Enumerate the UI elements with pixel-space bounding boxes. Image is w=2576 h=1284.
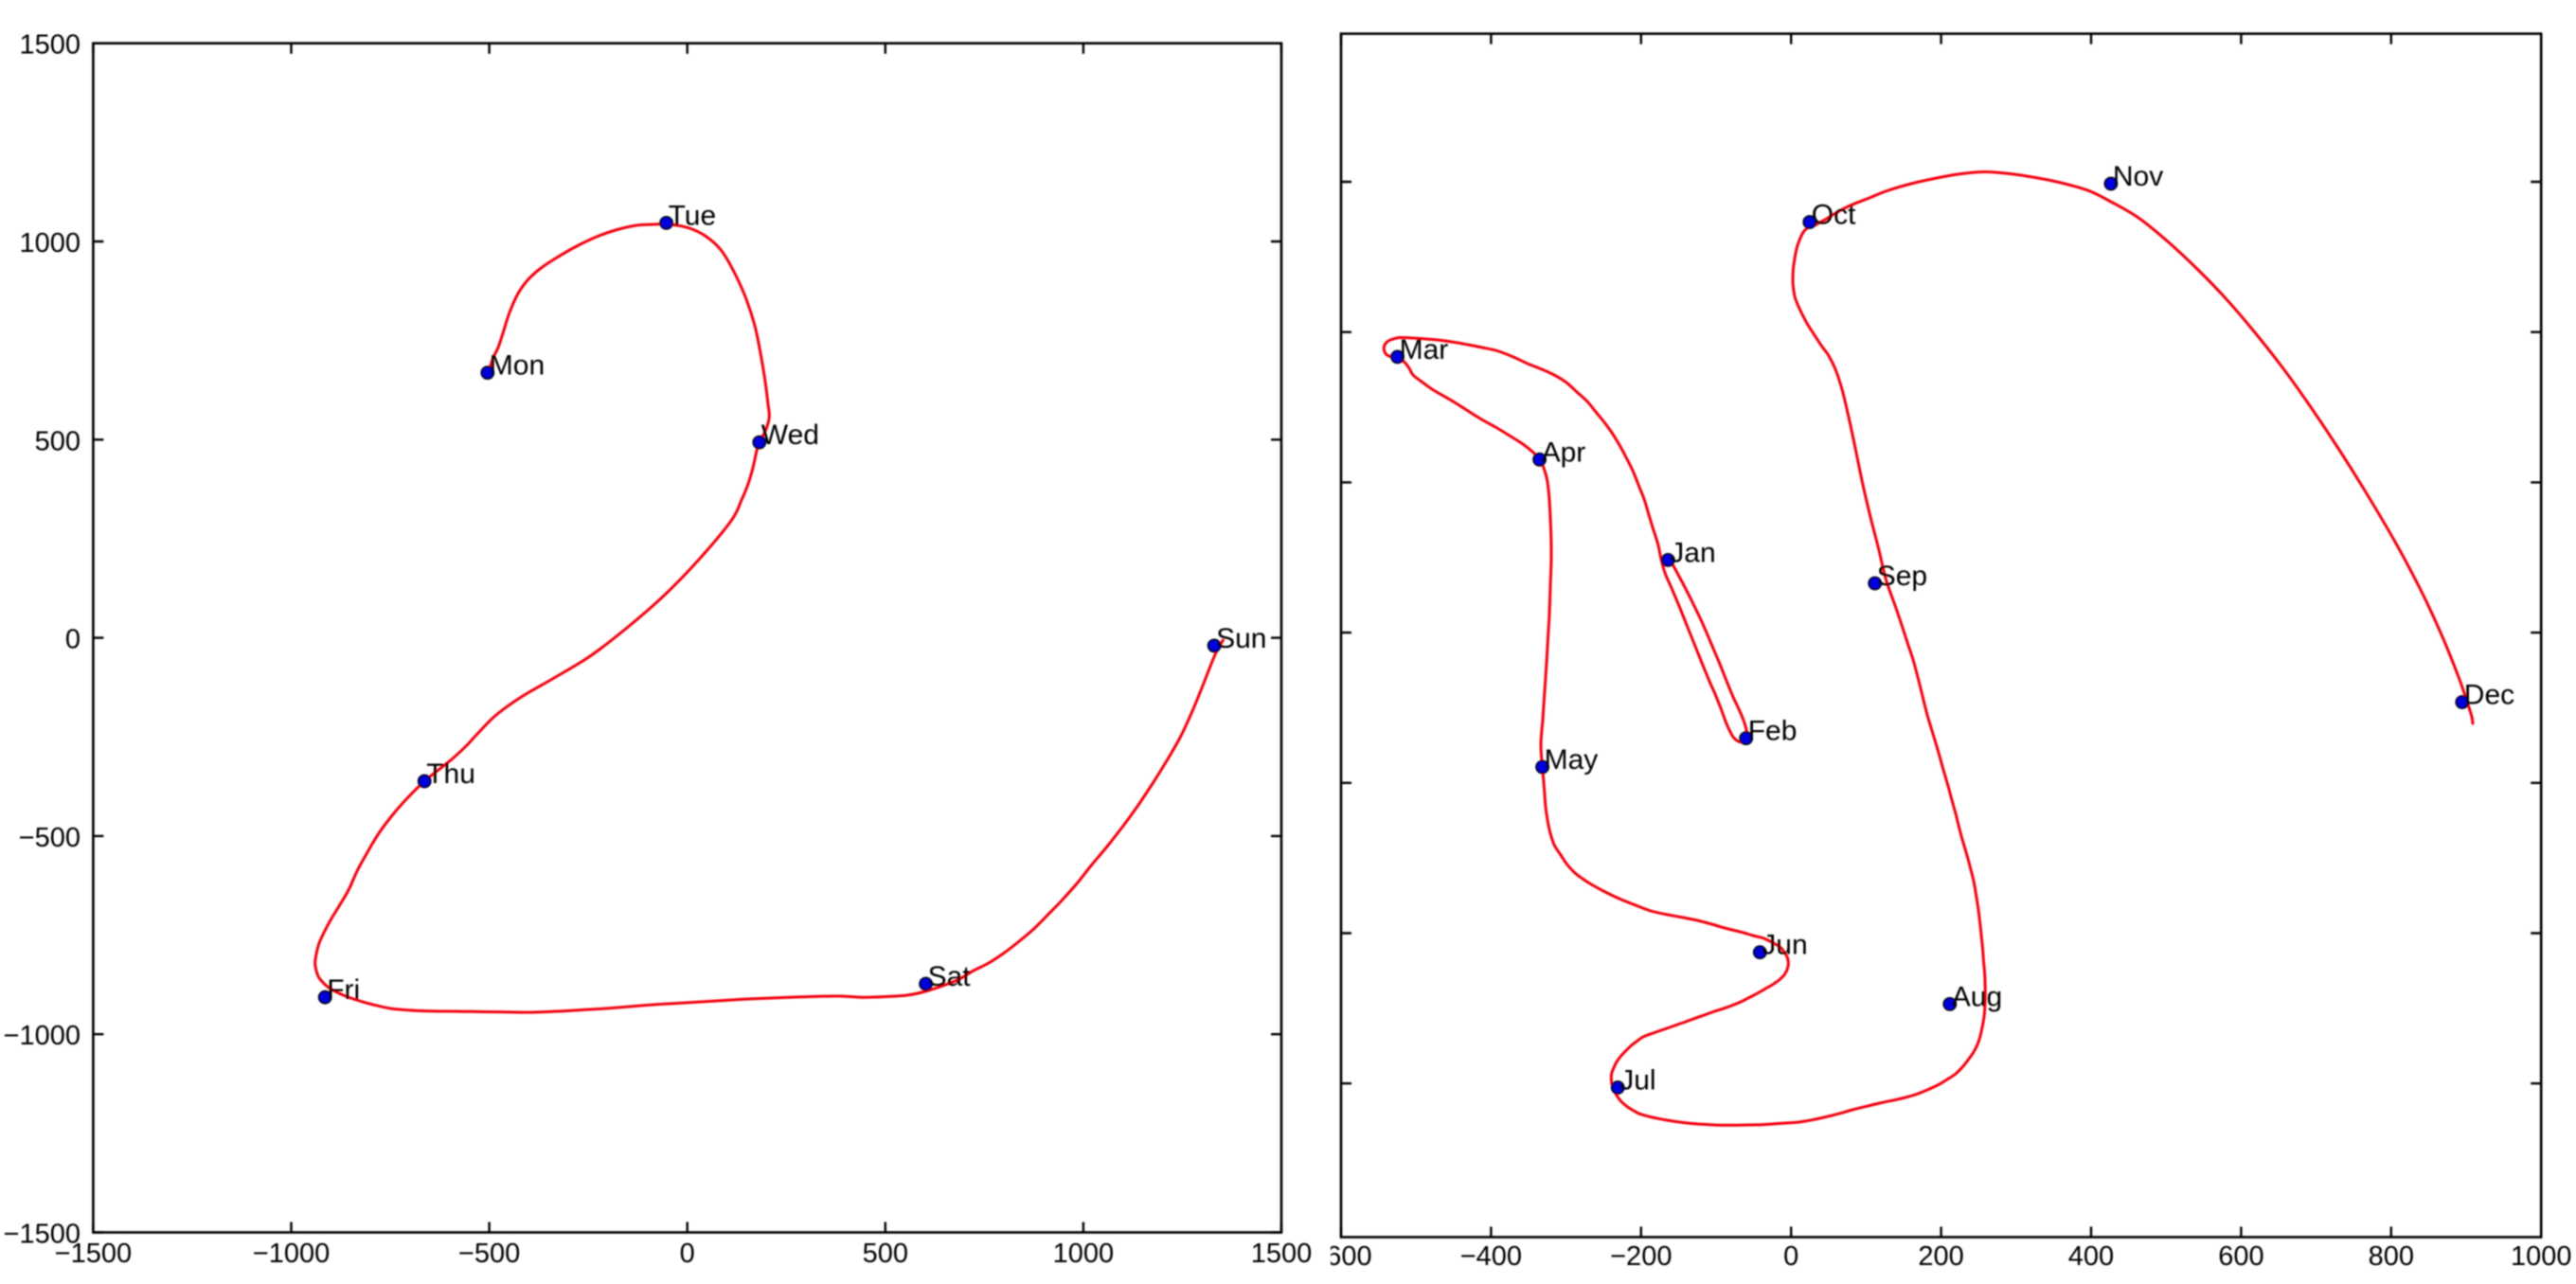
svg-text:Jan: Jan [1670, 537, 1715, 568]
svg-text:400: 400 [2068, 1241, 2114, 1272]
svg-text:May: May [1545, 744, 1599, 776]
svg-text:600: 600 [2218, 1241, 2263, 1272]
svg-text:Dec: Dec [2464, 680, 2514, 711]
svg-text:Wed: Wed [761, 419, 819, 451]
svg-text:−1000: −1000 [4, 1021, 80, 1051]
svg-text:500: 500 [863, 1239, 908, 1269]
svg-text:Oct: Oct [1812, 200, 1856, 231]
svg-text:Aug: Aug [1952, 981, 2002, 1012]
svg-text:1000: 1000 [1053, 1239, 1115, 1269]
svg-text:1000: 1000 [2511, 1241, 2572, 1272]
svg-text:1000: 1000 [19, 228, 80, 259]
svg-text:−500: −500 [19, 823, 80, 853]
svg-text:Feb: Feb [1748, 716, 1798, 747]
svg-text:200: 200 [1918, 1241, 1963, 1272]
svg-text:800: 800 [2369, 1241, 2414, 1272]
svg-text:0: 0 [680, 1239, 695, 1269]
svg-text:−400: −400 [1460, 1241, 1522, 1272]
svg-text:Tue: Tue [669, 200, 717, 231]
svg-text:Sep: Sep [1877, 561, 1927, 592]
svg-text:0: 0 [1783, 1241, 1798, 1272]
svg-text:−1500: −1500 [4, 1220, 80, 1250]
svg-text:Fri: Fri [327, 974, 360, 1006]
svg-text:Mar: Mar [1400, 334, 1449, 366]
svg-text:1500: 1500 [1251, 1239, 1313, 1269]
svg-text:500: 500 [35, 426, 80, 456]
svg-text:−500: −500 [458, 1239, 520, 1269]
svg-text:Jun: Jun [1762, 930, 1807, 961]
svg-text:Mon: Mon [490, 350, 545, 382]
svg-text:Apr: Apr [1542, 437, 1586, 468]
svg-text:0: 0 [65, 625, 80, 655]
svg-text:Nov: Nov [2113, 161, 2163, 192]
svg-text:Sat: Sat [928, 961, 972, 992]
svg-text:−1000: −1000 [253, 1239, 330, 1269]
svg-text:Sun: Sun [1216, 623, 1266, 654]
svg-text:−1500: −1500 [55, 1239, 132, 1269]
svg-text:−600: −600 [1310, 1241, 1371, 1272]
svg-text:Jul: Jul [1619, 1065, 1655, 1097]
svg-text:Thu: Thu [426, 758, 475, 790]
svg-text:−200: −200 [1610, 1241, 1672, 1272]
svg-text:1500: 1500 [19, 30, 80, 61]
